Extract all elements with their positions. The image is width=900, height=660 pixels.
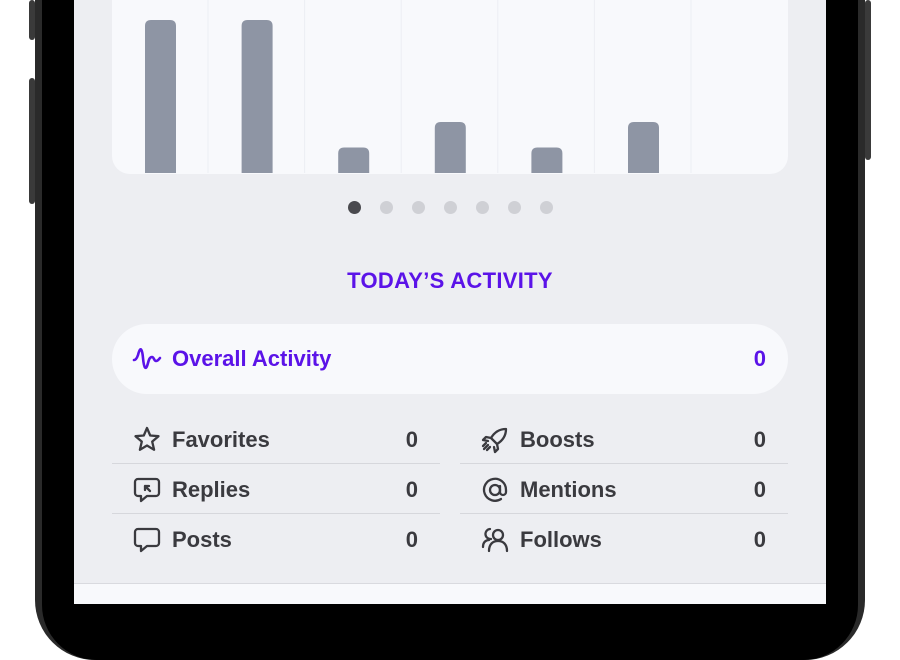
stat-mentions[interactable]: Mentions 0 <box>460 464 788 514</box>
page-indicator[interactable] <box>74 201 826 217</box>
stat-label: Boosts <box>520 427 595 452</box>
activity-bar-chart <box>145 0 692 174</box>
chart-bar[interactable] <box>241 20 273 173</box>
at-sign-icon <box>480 475 510 505</box>
activity-wave-icon <box>132 344 162 374</box>
app-screen: TODAY’S ACTIVITY Overall Activity 0 Favo… <box>74 0 826 604</box>
stat-label: Favorites <box>172 427 270 452</box>
speech-bubble-icon <box>132 525 162 555</box>
stat-posts[interactable]: Posts 0 <box>112 514 440 564</box>
chart-bar[interactable] <box>434 122 466 173</box>
stat-label: Replies <box>172 477 251 502</box>
reply-bubble-icon <box>132 475 162 505</box>
stat-value: 0 <box>405 527 418 552</box>
page-dot[interactable] <box>475 201 489 214</box>
overall-activity-row[interactable]: Overall Activity 0 <box>112 324 788 394</box>
section-title: TODAY’S ACTIVITY <box>347 268 553 293</box>
side-button <box>29 0 35 40</box>
overall-activity-label: Overall Activity <box>172 346 332 371</box>
stat-favorites[interactable]: Favorites 0 <box>112 414 440 464</box>
chart-bar[interactable] <box>531 147 563 174</box>
stat-value: 0 <box>753 477 766 502</box>
stat-value: 0 <box>753 427 766 452</box>
stat-label: Follows <box>520 527 602 552</box>
page-dot[interactable] <box>539 201 553 214</box>
page-dot[interactable] <box>347 201 361 214</box>
overall-activity-value: 0 <box>753 346 766 371</box>
stat-label: Mentions <box>520 477 617 502</box>
stat-value: 0 <box>405 477 418 502</box>
page-dot[interactable] <box>379 201 393 214</box>
page-dot[interactable] <box>443 201 457 214</box>
stat-replies[interactable]: Replies 0 <box>112 464 440 514</box>
stat-value: 0 <box>405 427 418 452</box>
chart-bar[interactable] <box>145 20 176 173</box>
chart-bar[interactable] <box>628 122 659 173</box>
page-dot[interactable] <box>411 201 425 214</box>
stat-value: 0 <box>753 527 766 552</box>
activity-chart-card <box>112 0 788 174</box>
bottom-bar <box>74 583 826 604</box>
star-icon <box>132 425 162 455</box>
side-button <box>865 0 871 160</box>
page-dot[interactable] <box>507 201 521 214</box>
stat-follows[interactable]: Follows 0 <box>460 514 788 564</box>
stat-label: Posts <box>172 527 232 552</box>
chart-bar[interactable] <box>338 147 370 174</box>
rocket-icon <box>480 425 510 455</box>
stat-boosts[interactable]: Boosts 0 <box>460 414 788 464</box>
side-button <box>29 78 35 204</box>
people-icon <box>480 525 510 555</box>
